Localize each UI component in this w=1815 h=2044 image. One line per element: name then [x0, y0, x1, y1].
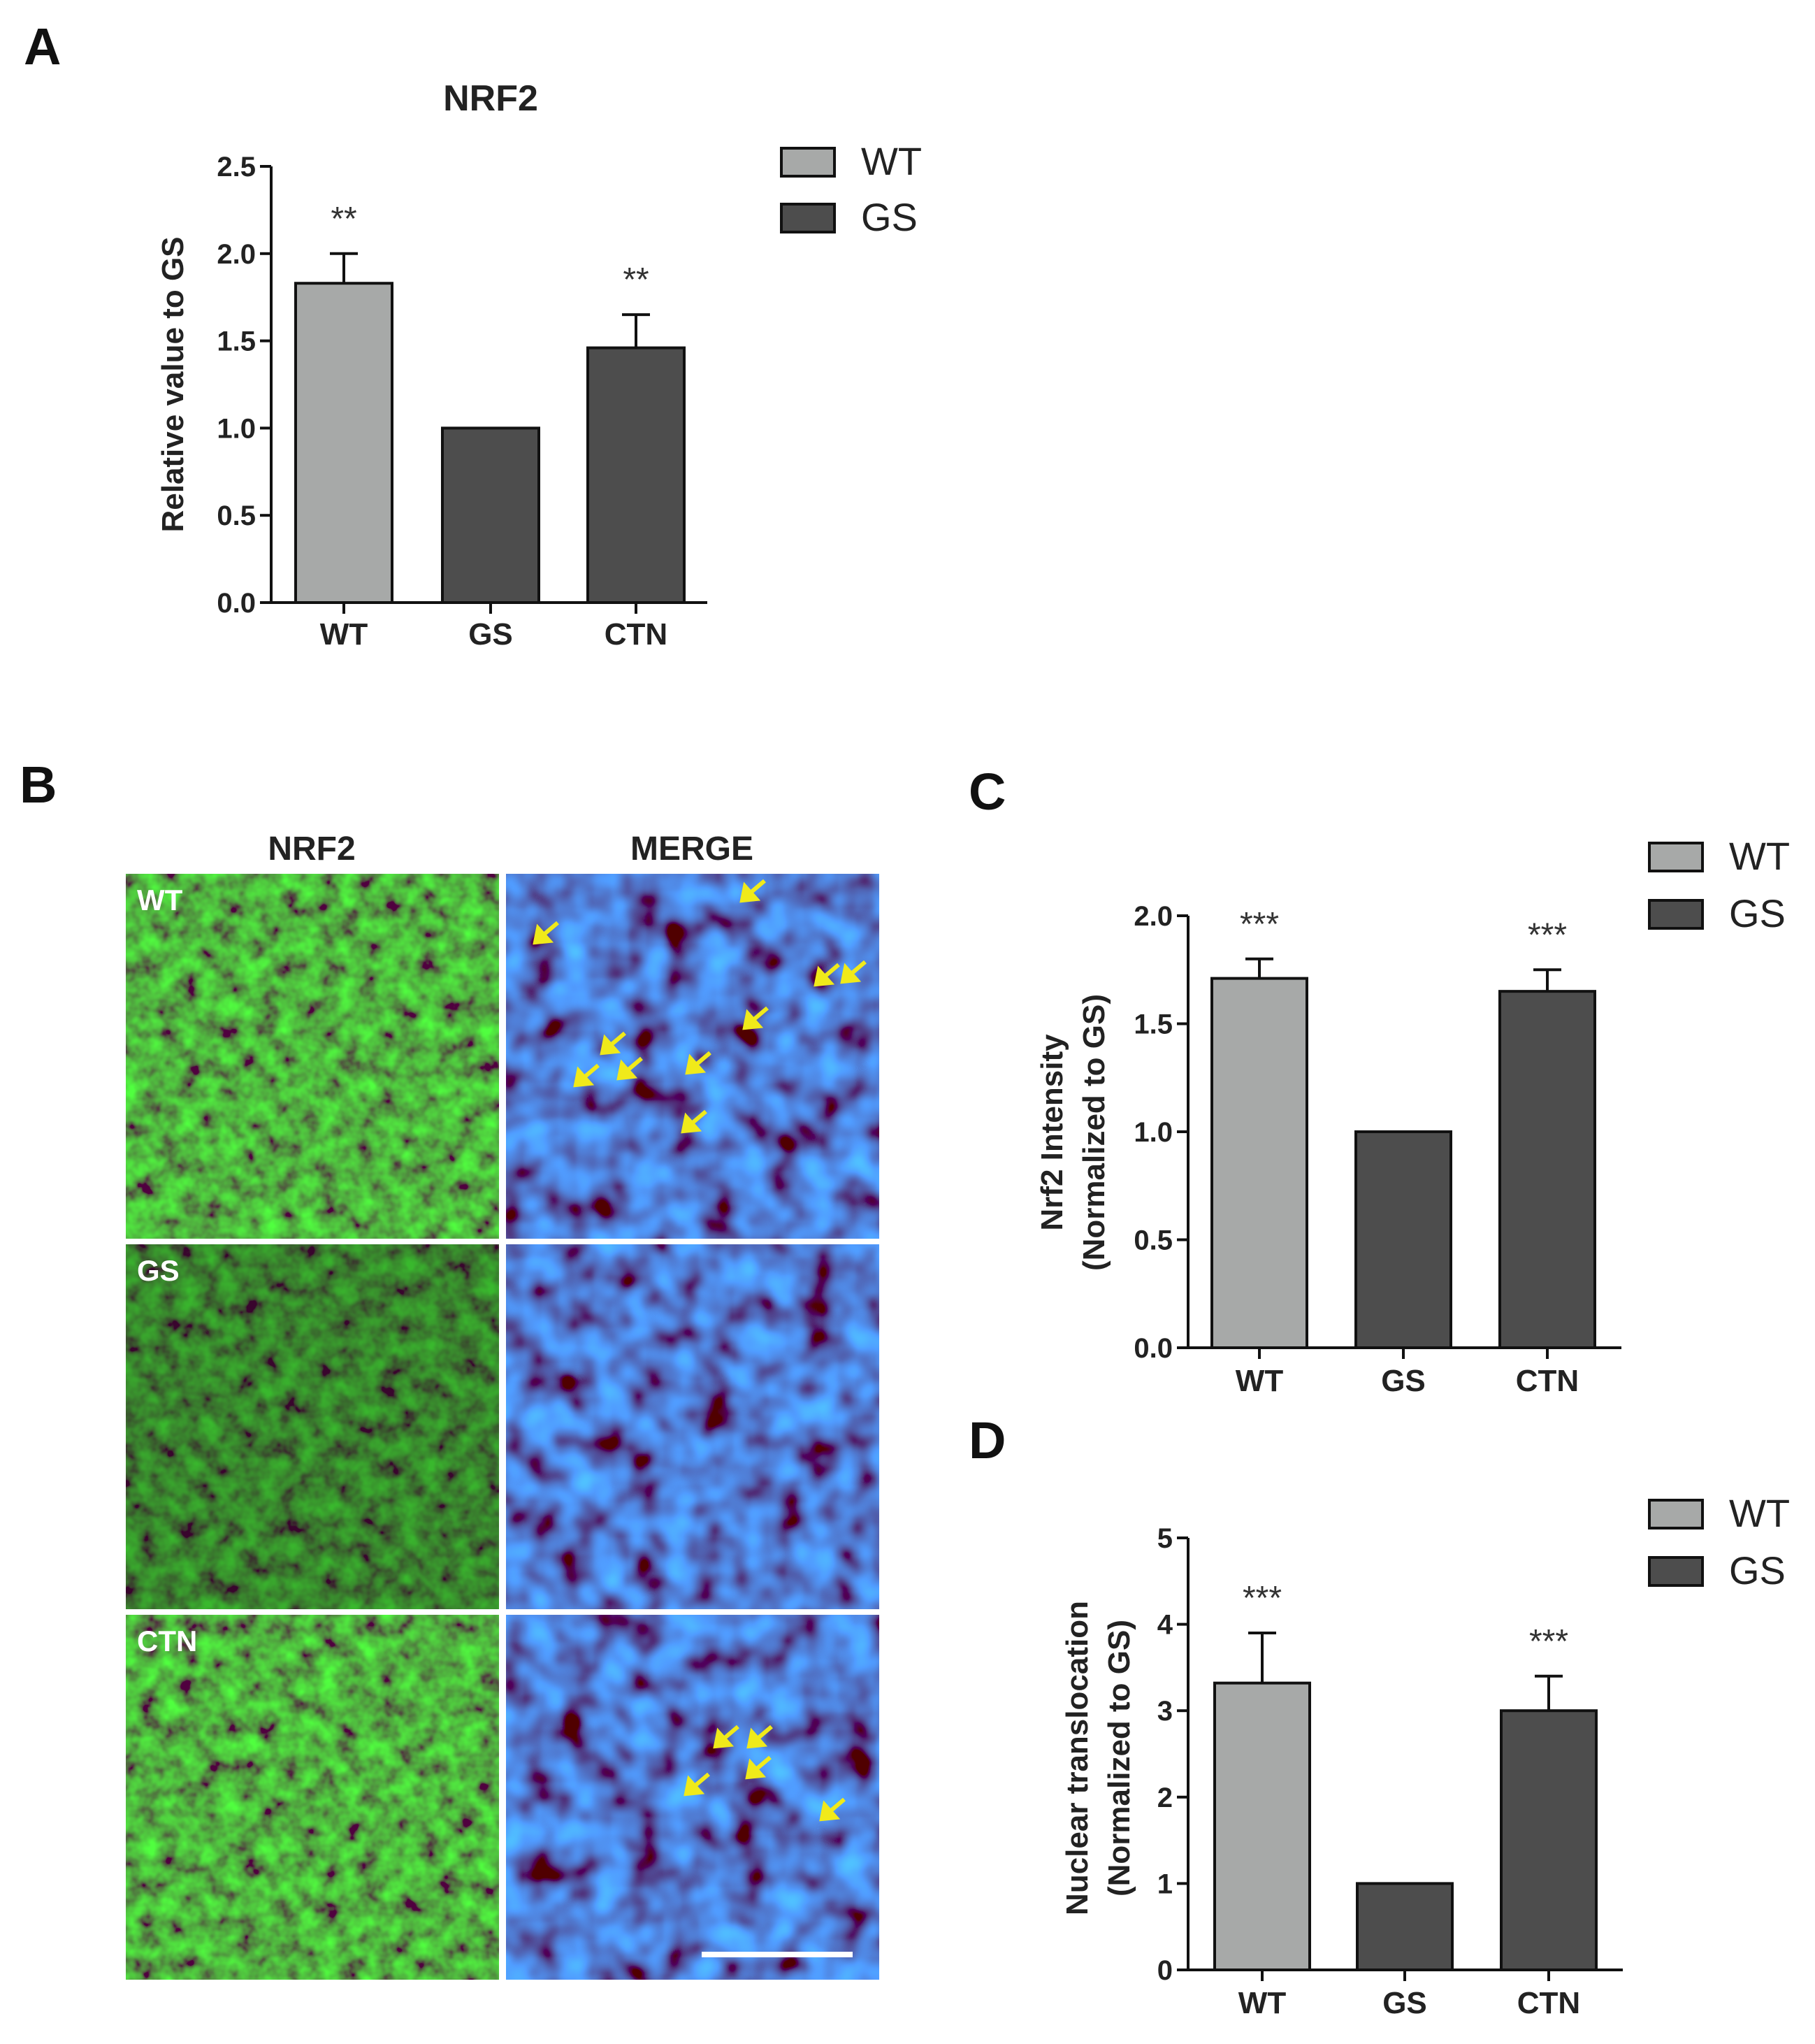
legend-swatch-gs [1648, 1556, 1704, 1587]
scale-bar [702, 1952, 853, 1957]
y-tick-label: 1.0 [1134, 1117, 1173, 1148]
significance-ctn: *** [1529, 1623, 1568, 1660]
arrow-head [681, 1112, 702, 1134]
y-axis-label: Nrf2 Intensity [1035, 1034, 1069, 1231]
y-tick-label: 5 [1157, 1523, 1173, 1554]
bar-gs [441, 426, 540, 605]
category-label-ctn: CTN [1517, 1986, 1580, 2020]
y-tick-label: 0.0 [1134, 1333, 1173, 1364]
category-label-ctn: CTN [605, 617, 667, 652]
y-tick-label: 0 [1157, 1955, 1173, 1986]
y-axis-label: Nuclear translocation [1060, 1601, 1094, 1915]
arrow-head [742, 1009, 764, 1030]
significance-ctn: *** [1528, 916, 1567, 953]
y-tick-label: 2.0 [1134, 901, 1173, 932]
legend-swatch-gs [1648, 899, 1704, 930]
panel-letter-b: B [20, 756, 57, 814]
category-label-wt: WT [1236, 1364, 1284, 1398]
legend-swatch-wt [1648, 842, 1704, 872]
arrow-head [616, 1059, 638, 1081]
y-tick-label: 1.5 [217, 326, 256, 357]
image-nrf2-ctn [126, 1615, 499, 1980]
row-label-ctn: CTN [137, 1625, 197, 1657]
bar-wt [1210, 977, 1308, 1349]
image-nrf2-gs [126, 1244, 499, 1609]
y-tick-label: 3 [1157, 1696, 1173, 1727]
legend-swatch-wt [1648, 1499, 1704, 1530]
arrow-head [746, 1727, 768, 1749]
arrow-head [573, 1066, 595, 1088]
panel-letter-d: D [969, 1411, 1006, 1469]
category-label-wt: WT [320, 617, 368, 652]
bar-wt [294, 282, 393, 604]
y-tick-label: 0.0 [217, 588, 256, 619]
arrow-head [713, 1727, 735, 1749]
bar-gs [1354, 1130, 1452, 1349]
image-merge-wt [506, 874, 879, 1239]
y-tick-label: 0.5 [217, 501, 256, 531]
bar-gs [1356, 1882, 1454, 1971]
chart-title: NRF2 [443, 78, 538, 119]
significance-wt: ** [331, 201, 356, 238]
legend-label-wt: WT [861, 139, 922, 183]
significance-wt: *** [1243, 1580, 1282, 1617]
significance-ctn: ** [623, 261, 649, 298]
significance-wt: *** [1240, 906, 1279, 943]
column-header-nrf2: NRF2 [268, 830, 355, 868]
image-merge-gs [506, 1244, 879, 1609]
legend-label-wt: WT [1729, 834, 1790, 878]
bar-wt [1213, 1681, 1311, 1971]
image-nrf2-wt [126, 874, 499, 1239]
legend-swatch-wt [780, 147, 836, 178]
category-label-gs: GS [1382, 1986, 1427, 2020]
arrow-head [840, 963, 862, 984]
category-label-wt: WT [1238, 1986, 1287, 2020]
legend-swatch-gs [780, 203, 836, 233]
arrow-head [814, 965, 835, 987]
panel-letter-c: C [969, 763, 1006, 821]
y-tick-label: 2.0 [217, 239, 256, 270]
y-tick-label: 2.5 [217, 152, 256, 182]
category-label-ctn: CTN [1516, 1364, 1579, 1398]
chart-a-nrf2-relative: NRF2 ** WT GS ** CTN 0.0 0.5 1.0 1.5 2.0 2.5 Relativ… [156, 78, 922, 652]
legend-label-gs: GS [1729, 1548, 1786, 1592]
arrow-head [819, 1800, 841, 1822]
arrow-head [600, 1034, 621, 1056]
category-label-gs: GS [468, 617, 513, 652]
arrow-head [739, 881, 761, 903]
arrow-head [684, 1775, 705, 1797]
image-merge-ctn [506, 1615, 879, 1980]
category-label-gs: GS [1381, 1364, 1426, 1398]
legend-label-gs: GS [861, 195, 918, 239]
y-axis-label-line2: (Normalized to GS) [1077, 994, 1111, 1271]
y-tick-label: 4 [1157, 1610, 1173, 1641]
y-tick-label: 2 [1157, 1783, 1173, 1813]
chart-c-nrf2-intensity: *** WT GS *** CTN 0.0 0.5 1.0 1.5 2.0 Nrf2 Intensi… [1035, 834, 1790, 1398]
legend-label-wt: WT [1729, 1491, 1790, 1535]
legend-label-gs: GS [1729, 891, 1786, 935]
bar-ctn [1500, 1709, 1598, 1971]
arrow-head [685, 1053, 707, 1075]
y-tick-label: 1 [1157, 1869, 1173, 1899]
arrow-head [745, 1758, 767, 1780]
y-tick-label: 0.5 [1134, 1225, 1173, 1256]
y-axis-label-line2: (Normalized to GS) [1102, 1620, 1136, 1897]
y-tick-label: 1.5 [1134, 1009, 1173, 1040]
row-label-gs: GS [137, 1254, 180, 1287]
arrow-head [533, 923, 554, 945]
row-label-wt: WT [137, 884, 183, 916]
microscopy-panel: NRF2 MERGE WT GS CTN [126, 830, 879, 1980]
column-header-merge: MERGE [630, 830, 753, 868]
y-axis-label: Relative value to GS [156, 236, 190, 532]
panel-letter-a: A [24, 17, 61, 75]
bar-ctn [1498, 990, 1596, 1350]
bar-ctn [586, 346, 686, 604]
arrow-annotations [533, 879, 867, 1822]
chart-d-nuclear-translocation: *** WT GS *** CTN 0 1 2 3 4 5 Nuclear translocation… [1060, 1491, 1790, 2020]
y-tick-label: 1.0 [217, 413, 256, 444]
